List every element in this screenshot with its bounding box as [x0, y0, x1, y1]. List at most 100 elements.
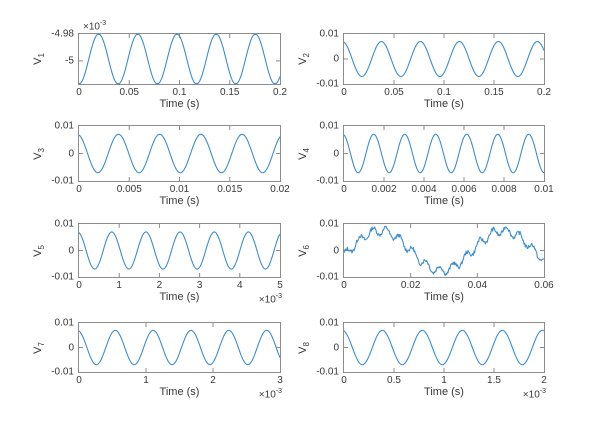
- ylabel-v6: V6: [296, 244, 312, 257]
- ylabel-v5: V5: [31, 244, 47, 257]
- y-tick-label: 0: [68, 148, 74, 159]
- x-tick-label: 0: [341, 280, 347, 291]
- signal-line: [78, 329, 281, 366]
- x-tick-label: 0.04: [467, 280, 488, 291]
- waveform-v1: [78, 34, 281, 84]
- y-tick-label: -0.01: [316, 78, 339, 90]
- x-tick-label: 2: [541, 375, 547, 386]
- x-tick-label: 0: [341, 184, 347, 195]
- x-tick-label: 0.1: [172, 87, 187, 98]
- xlabel-v4: Time (s): [424, 195, 464, 207]
- x-axis-multiplier: ×10-3: [258, 293, 282, 306]
- y-tick-label: 0: [333, 53, 339, 65]
- y-tick-label: -0.01: [51, 271, 74, 283]
- x-tick-label: 0.01: [534, 184, 554, 195]
- x-tick-label: 0.15: [484, 87, 504, 98]
- x-tick-label: 0.06: [534, 280, 554, 291]
- xlabel-v2: Time (s): [424, 98, 464, 110]
- waveform-v5: [78, 224, 281, 277]
- waveform-v8: [343, 323, 545, 372]
- x-tick-label: 0: [76, 375, 82, 386]
- xlabel-v3: Time (s): [159, 195, 200, 207]
- waveform-v4: [343, 126, 545, 181]
- x-tick-label: 0: [76, 87, 82, 98]
- y-tick-label: 0.01: [319, 218, 339, 230]
- x-tick-label: 0.05: [384, 87, 404, 98]
- y-tick-label: 0: [68, 245, 74, 256]
- x-tick-label: 2: [210, 375, 216, 386]
- signal-line: [78, 34, 281, 84]
- x-tick-label: 0.01: [169, 184, 190, 195]
- x-tick-label: 0.004: [411, 184, 437, 195]
- x-tick-label: 0.006: [451, 184, 477, 195]
- subplot-v2: V2 Time (s) 0 0.05 0.1 0.15 0.2 0.01 0 -0.01: [297, 29, 551, 111]
- x-tick-label: 0: [76, 280, 82, 291]
- xlabel-v6: Time (s): [424, 291, 464, 303]
- subplot-v4: V4 Time (s) 0 0.002 0.004 0.006 0.008 0.01 0.0…: [297, 121, 554, 208]
- subplot-v1: V1 ×10-3 Time (s) 0 0.05 0.1 0.15 0.2 -4.98 -5: [32, 20, 287, 110]
- y-tick-label: 0.01: [319, 120, 339, 132]
- y-axis-multiplier: ×10-3: [83, 19, 107, 32]
- y-tick-label: 0.01: [54, 120, 74, 132]
- signal-line: [343, 40, 545, 78]
- x-tick-label: 5: [277, 280, 283, 291]
- x-tick-label: 3: [277, 375, 283, 386]
- y-tick-label: 0.01: [319, 28, 339, 40]
- y-tick-label: -0.01: [316, 271, 339, 283]
- signal-line: [78, 133, 281, 174]
- x-tick-label: 1: [143, 375, 149, 386]
- x-tick-label: 0.008: [491, 184, 517, 195]
- y-tick-label: -0.01: [316, 175, 339, 187]
- subplot-v6: V6 Time (s) 0 0.02 0.04 0.06 0.01 0 -0.01: [297, 219, 554, 304]
- signal-line: [343, 133, 545, 174]
- y-tick-label: -4.98: [51, 28, 74, 40]
- x-axis-multiplier: ×10-3: [522, 388, 546, 401]
- x-tick-label: 0.2: [537, 87, 551, 98]
- xlabel-v5: Time (s): [159, 291, 200, 303]
- x-tick-label: 0.002: [371, 184, 397, 195]
- x-tick-label: 0.5: [387, 375, 401, 386]
- x-tick-label: 0: [76, 184, 82, 195]
- x-tick-label: 4: [237, 280, 243, 291]
- x-tick-label: 1: [441, 375, 447, 386]
- y-tick-label: 0: [333, 148, 339, 159]
- y-tick-label: -5: [65, 55, 74, 67]
- ylabel-v2: V2: [296, 53, 312, 65]
- signal-line: [78, 231, 281, 270]
- x-tick-label: 0: [341, 375, 347, 386]
- x-tick-label: 2: [156, 280, 163, 291]
- waveform-v6: [343, 224, 545, 277]
- xlabel-v7: Time (s): [159, 386, 200, 398]
- x-tick-label: 0.2: [273, 87, 287, 98]
- subplot-v8: V8 Time (s) ×10-3 0 0.5 1 1.5 2 0.01 0 -0.01: [297, 318, 547, 401]
- x-tick-label: 0.1: [437, 87, 451, 98]
- x-tick-label: 0: [341, 87, 347, 98]
- x-tick-label: 1: [116, 280, 122, 291]
- waveform-v7: [78, 323, 281, 372]
- x-tick-label: 0.05: [119, 87, 139, 98]
- waveform-v3: [78, 126, 281, 181]
- subplot-v7: V7 Time (s) ×10-3 0 1 2 3 0.01 0 -0.01: [32, 318, 283, 401]
- signal-line: [343, 225, 545, 276]
- x-axis-multiplier: ×10-3: [258, 388, 282, 401]
- ylabel-v7: V7: [31, 341, 47, 354]
- y-tick-label: 0: [68, 342, 74, 353]
- xlabel-v1: Time (s): [159, 98, 200, 110]
- x-tick-label: 3: [196, 280, 203, 291]
- y-tick-label: 0: [333, 245, 339, 256]
- signal-line: [343, 329, 545, 366]
- x-tick-label: 0.02: [270, 184, 290, 195]
- y-tick-label: 0: [333, 342, 339, 353]
- subplot-v5: V5 Time (s) ×10-3 0 1 2 3 4 5 0.01 0 -0.01: [32, 219, 283, 306]
- x-tick-label: 0.15: [220, 87, 240, 98]
- x-tick-label: 0.02: [400, 280, 421, 291]
- y-tick-label: -0.01: [316, 366, 339, 378]
- y-tick-label: -0.01: [51, 175, 74, 187]
- x-tick-label: 0.015: [217, 184, 243, 195]
- y-tick-label: -0.01: [51, 366, 74, 378]
- y-tick-label: 0.01: [54, 317, 74, 329]
- ylabel-v8: V8: [296, 341, 312, 354]
- ylabel-v3: V3: [31, 147, 47, 160]
- ylabel-v4: V4: [296, 147, 312, 160]
